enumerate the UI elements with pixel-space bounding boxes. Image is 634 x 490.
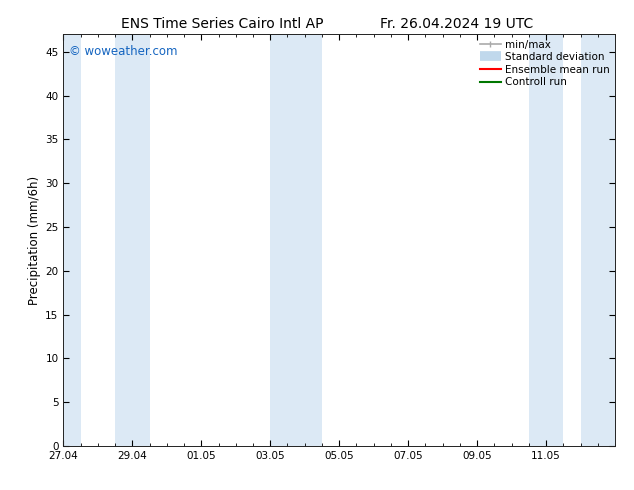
Text: Fr. 26.04.2024 19 UTC: Fr. 26.04.2024 19 UTC — [380, 17, 533, 31]
Y-axis label: Precipitation (mm/6h): Precipitation (mm/6h) — [28, 175, 41, 305]
Bar — [529, 34, 563, 446]
Bar — [581, 34, 615, 446]
Legend: min/max, Standard deviation, Ensemble mean run, Controll run: min/max, Standard deviation, Ensemble me… — [478, 37, 612, 89]
Bar — [305, 34, 322, 446]
Bar — [115, 34, 150, 446]
Bar — [63, 34, 81, 446]
Text: © woweather.com: © woweather.com — [69, 45, 178, 58]
Text: ENS Time Series Cairo Intl AP: ENS Time Series Cairo Intl AP — [120, 17, 323, 31]
Bar — [270, 34, 305, 446]
